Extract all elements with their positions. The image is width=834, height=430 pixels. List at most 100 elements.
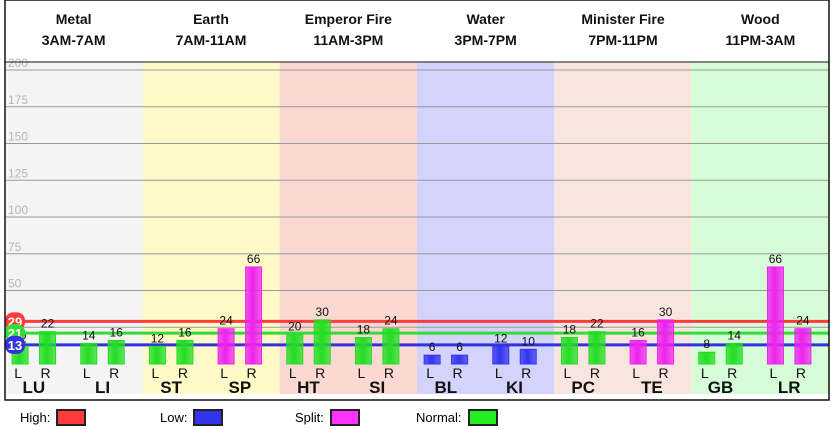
bar-value-label: 24: [384, 314, 398, 328]
legend-normal: Normal:: [416, 406, 498, 428]
bar-li-l: [80, 342, 98, 365]
bar-value-label: 18: [563, 323, 577, 337]
bar-gb-r: [725, 342, 743, 365]
meridian-label: KI: [506, 378, 523, 397]
legend-high-label: High:: [20, 409, 51, 425]
group-time: 7PM-11PM: [588, 32, 657, 48]
lr-label: L: [632, 365, 640, 381]
bar-value-label: 30: [316, 305, 330, 319]
y-tick-label: 75: [8, 240, 22, 254]
y-tick-label: 150: [8, 130, 28, 144]
bar-st-l: [148, 345, 166, 365]
bar-si-r: [382, 328, 400, 365]
bar-te-r: [657, 319, 675, 365]
bar-ki-l: [492, 345, 510, 365]
meridian-label: GB: [708, 378, 734, 397]
legend-normal-label: Normal:: [416, 409, 462, 425]
bar-gb-l: [698, 351, 716, 365]
lr-label: R: [384, 365, 394, 381]
lr-label: L: [770, 365, 778, 381]
y-tick-label: 200: [8, 56, 28, 70]
group-time: 11AM-3PM: [313, 32, 383, 48]
group-name: Water: [466, 11, 505, 27]
bar-lu-r: [39, 331, 57, 365]
y-tick-label: 50: [8, 277, 22, 291]
group-name: Earth: [193, 11, 229, 27]
bar-si-l: [354, 337, 372, 365]
reference-badge-value: 13: [8, 338, 22, 353]
lr-label: L: [701, 365, 709, 381]
lr-label: R: [659, 365, 669, 381]
lr-label: R: [178, 365, 188, 381]
bar-sp-r: [245, 266, 263, 365]
meridian-label: LI: [95, 378, 110, 397]
group-name: Wood: [741, 11, 780, 27]
bar-value-label: 6: [456, 340, 463, 354]
group-time: 3PM-7PM: [455, 32, 517, 48]
lr-label: R: [521, 365, 531, 381]
meridian-label: BL: [435, 378, 458, 397]
group-band-0: [5, 62, 143, 394]
reference-badge-low: [5, 335, 25, 354]
bar-value-label: 16: [631, 325, 645, 339]
lr-label: R: [796, 365, 806, 381]
bar-value-label: 14: [82, 328, 96, 342]
legend-low: Low:: [160, 406, 224, 428]
bar-value-label: 16: [110, 325, 124, 339]
lr-label: R: [727, 365, 737, 381]
group-band-3: [417, 62, 555, 394]
bar-lr-l: [766, 266, 784, 365]
lr-label: L: [220, 365, 228, 381]
bar-te-l: [629, 339, 647, 365]
group-time: 11PM-3AM: [725, 32, 795, 48]
lr-label: L: [14, 365, 22, 381]
bar-value-label: 6: [429, 340, 436, 354]
group-name: Emperor Fire: [305, 11, 392, 27]
bar-pc-l: [560, 337, 578, 365]
bar-value-label: 22: [41, 317, 55, 331]
meridian-label: ST: [160, 378, 182, 397]
lr-label: L: [564, 365, 572, 381]
y-tick-label: 175: [8, 93, 28, 107]
bar-value-label: 24: [219, 314, 233, 328]
lr-label: L: [289, 365, 297, 381]
bar-value-label: 66: [769, 252, 783, 266]
legend-high: High:: [20, 406, 87, 428]
bar-st-r: [176, 339, 194, 365]
group-time: 7AM-11AM: [176, 32, 247, 48]
legend-low-label: Low:: [160, 409, 188, 425]
bar-ki-r: [519, 348, 537, 365]
bar-value-label: 24: [796, 314, 810, 328]
lr-label: L: [83, 365, 91, 381]
meridian-label: LR: [778, 378, 801, 397]
meridian-label: SP: [228, 378, 251, 397]
legend-split: Split:: [295, 406, 360, 428]
meridian-label: LU: [23, 378, 46, 397]
group-time: 3AM-7AM: [42, 32, 106, 48]
lr-label: R: [315, 365, 325, 381]
bar-pc-r: [588, 331, 606, 365]
legend-split-swatch: [329, 408, 360, 426]
legend-normal-swatch: [467, 408, 498, 426]
lr-label: R: [453, 365, 463, 381]
bar-bl-r: [451, 354, 469, 365]
legend-high-swatch: [56, 408, 87, 426]
bar-value-label: 18: [357, 323, 371, 337]
lr-label: R: [247, 365, 257, 381]
bar-value-label: 66: [247, 252, 261, 266]
legend-split-label: Split:: [295, 409, 324, 425]
meridian-label: HT: [297, 378, 320, 397]
meridian-bar-chart: Metal 3AM-7AM Earth 7AM-11AM Emperor Fire 11A…: [4, 0, 830, 401]
bar-value-label: 12: [151, 331, 165, 345]
bar-sp-l: [217, 328, 235, 365]
bar-value-label: 10: [522, 334, 536, 348]
bar-value-label: 8: [703, 337, 710, 351]
meridian-label: PC: [571, 378, 595, 397]
bar-value-label: 14: [728, 328, 742, 342]
y-tick-label: 100: [8, 203, 28, 217]
bar-value-label: 12: [494, 331, 508, 345]
chart-frame: [4, 0, 830, 401]
meridian-label: TE: [641, 378, 663, 397]
group-name: Minister Fire: [581, 11, 664, 27]
bar-value-label: 22: [590, 317, 604, 331]
